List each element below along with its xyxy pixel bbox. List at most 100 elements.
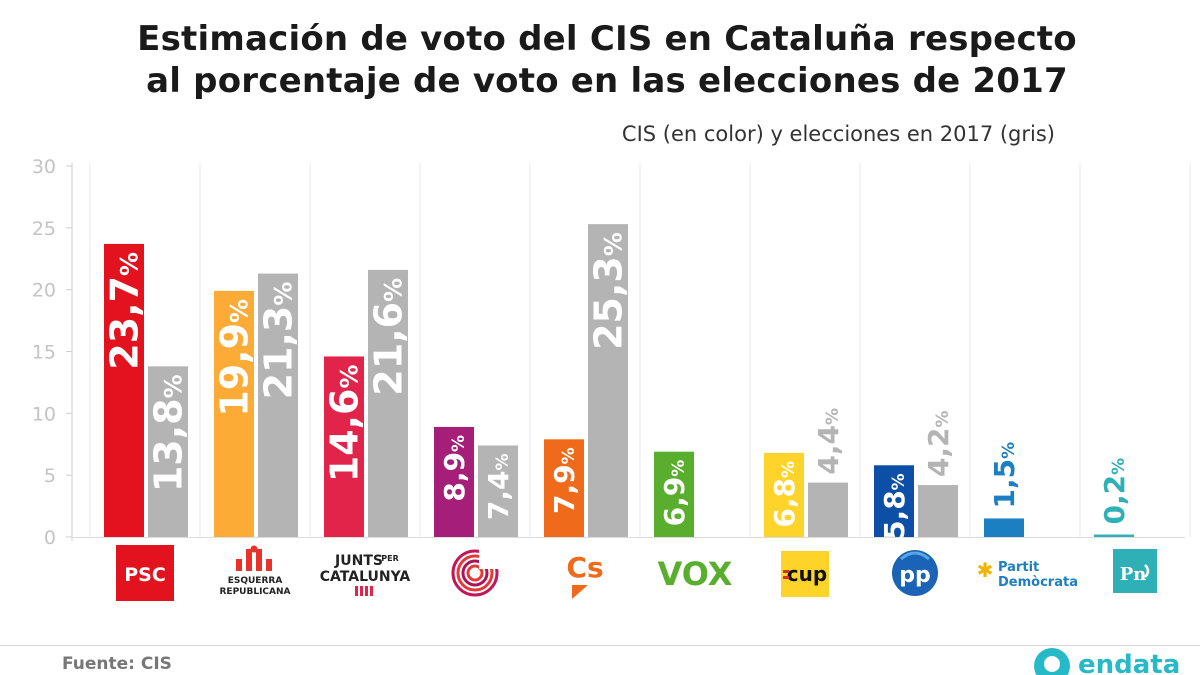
erc-logo-text-2: REPUBLICANA	[220, 587, 291, 597]
psc-logo	[116, 545, 174, 601]
bar-cis	[214, 290, 254, 537]
bar-value-percent: %	[559, 447, 579, 464]
bars: 23,7%13,8% 19,9% 21,3%14,6% 21,6%8,9%7,4%7,…	[102, 224, 1134, 540]
bar-value-label: 13,8%	[146, 374, 190, 492]
erc-logo-bar	[246, 549, 252, 571]
psc-logo-text: PSC	[124, 564, 166, 586]
bar-value-number: 1,5	[988, 459, 1021, 509]
bar-value-label: 8,9%	[438, 435, 471, 502]
y-tick-label: 25	[32, 218, 56, 240]
pdecat-logo-text-1: Partit	[998, 560, 1039, 575]
bar-value-percent: %	[379, 278, 407, 302]
bar-value-label: 7,9%	[548, 447, 581, 514]
chart-title-line-2: al porcentaje de voto en las elecciones …	[146, 61, 1068, 101]
bar-cis	[874, 465, 914, 537]
bar-value-percent: %	[449, 435, 469, 452]
y-tick-label: 15	[32, 342, 56, 364]
bar-value-percent: %	[159, 374, 187, 398]
bar-elecciones-2017	[588, 224, 628, 537]
bar-value-number: 6,8	[768, 478, 801, 528]
junts-logo-text-1: JUNTS	[334, 553, 383, 569]
bar-value-percent: %	[269, 282, 297, 306]
bar-cis	[324, 356, 364, 537]
bar-value-number: 14,6	[322, 388, 366, 482]
ecp-logo-ring	[456, 554, 494, 592]
pdecat-logo-star: ✱	[977, 558, 994, 582]
bar-elecciones-2017	[368, 269, 408, 537]
bar-value-number: 19,9	[212, 323, 256, 417]
bar-value-percent: %	[779, 461, 799, 478]
bar-cis	[544, 439, 584, 537]
bar-value-label: 6,9%	[658, 460, 691, 527]
bar-value-label: 4,2%	[922, 410, 955, 477]
ecp-logo-ring	[466, 564, 484, 582]
chart-title-line-1: Estimación de voto del CIS en Cataluña r…	[137, 19, 1077, 59]
erc-logo-text-1: ESQUERRA	[228, 576, 283, 586]
bar-value-label: 25,3%	[586, 232, 630, 350]
y-tick-label: 20	[32, 280, 56, 302]
chart-subtitle: CIS (en color) y elecciones en 2017 (gri…	[621, 122, 1055, 146]
cup-logo-text: cup	[787, 562, 827, 586]
bar-value-number: 4,4	[812, 425, 845, 475]
bar-value-label: 4,4%	[812, 408, 845, 475]
bar-value-label: 21,3%	[256, 282, 300, 400]
bar-value-percent: %	[999, 442, 1019, 459]
pnc-logo	[1113, 549, 1157, 593]
erc-logo-bar	[266, 559, 272, 571]
junts-logo-stripe	[365, 586, 368, 596]
bar-value-label: 1,5%	[988, 442, 1021, 509]
bar-value-percent: %	[1109, 458, 1129, 475]
bar-value-number: 25,3	[586, 256, 630, 350]
y-tick-label: 0	[44, 527, 56, 549]
cup-logo-accent	[783, 570, 789, 573]
brand-name: endata	[1078, 650, 1181, 675]
erc-logo-bar	[236, 559, 242, 571]
bar-value-percent: %	[933, 410, 953, 427]
bar-value-number: 7,4	[482, 471, 515, 521]
bar-value-label: 21,6%	[366, 278, 410, 396]
bar-cis	[434, 426, 474, 537]
junts-logo-text-3: CATALUNYA	[320, 569, 411, 585]
bar-value-label: 19,9%	[212, 299, 256, 417]
brand-logo: endata	[1034, 648, 1180, 675]
ecp-logo-ring	[461, 559, 489, 587]
bar-value-label: 5,8%	[878, 473, 911, 540]
ecp-logo-gap	[479, 549, 501, 569]
vox-logo-text: VOX	[658, 555, 733, 593]
pp-logo	[892, 550, 938, 596]
bar-value-number: 23,7	[102, 276, 146, 370]
bar-value-number: 6,9	[658, 477, 691, 527]
bar-value-number: 13,8	[146, 398, 190, 492]
source-note: Fuente: CIS	[62, 654, 172, 674]
y-axis: 0 5 10 15 20 25 30	[32, 156, 1185, 549]
junts-logo-stripe	[370, 586, 373, 596]
cs-logo-swoosh	[572, 585, 588, 599]
junts-logo-text-2: PER	[381, 554, 399, 563]
endata-logo-icon	[1034, 648, 1070, 675]
bar-elecciones-2017	[808, 482, 848, 537]
erc-logo-bar	[256, 549, 262, 571]
bar-value-percent: %	[225, 299, 253, 323]
cup-logo-accent	[783, 576, 789, 579]
pp-logo-arc	[900, 551, 930, 561]
pnc-logo-text: Pn	[1120, 564, 1147, 585]
cup-logo	[781, 551, 829, 597]
y-tick-label: 30	[32, 156, 56, 178]
bar-cis	[654, 451, 694, 537]
bar-value-label: 6,8%	[768, 461, 801, 528]
bar-cis	[984, 518, 1024, 537]
erc-logo-dot	[250, 545, 258, 553]
chart-title: Estimación de voto del CIS en Cataluña r…	[0, 18, 1200, 102]
bar-value-label: 23,7%	[102, 252, 146, 370]
bar-cis	[1094, 534, 1134, 537]
junts-logo-stripe	[355, 586, 358, 596]
bar-elecciones-2017	[148, 366, 188, 537]
bar-elecciones-2017	[258, 273, 298, 537]
bar-value-label: 7,4%	[482, 453, 515, 520]
y-tick-label: 10	[32, 403, 56, 425]
junts-logo-stripe	[360, 586, 363, 596]
pp-logo-text: pp	[899, 563, 931, 588]
bar-value-number: 8,9	[438, 452, 471, 502]
